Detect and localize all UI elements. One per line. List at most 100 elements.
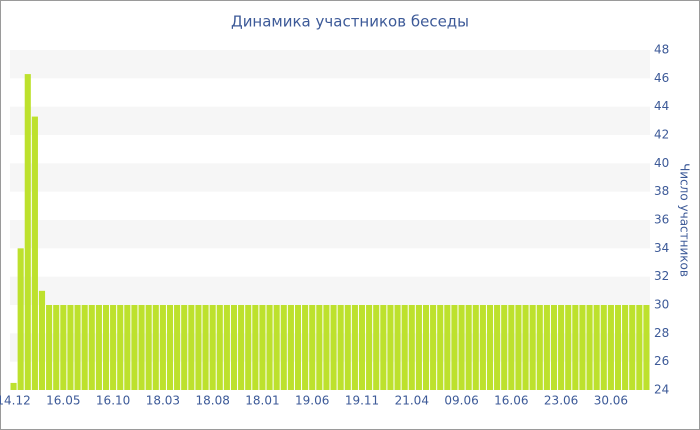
x-tick-label: 16.10 <box>96 394 130 408</box>
bar <box>366 305 373 390</box>
bar <box>209 305 216 390</box>
bar <box>188 305 195 390</box>
y-tick-label: 44 <box>654 99 669 113</box>
bar <box>501 305 508 390</box>
bar <box>586 305 593 390</box>
bar <box>195 305 202 390</box>
grid-band <box>10 333 650 362</box>
bar <box>572 305 579 390</box>
x-tick-label: 09.06 <box>444 394 478 408</box>
bar <box>46 305 53 390</box>
y-tick-label: 38 <box>654 184 669 198</box>
bar <box>444 305 451 390</box>
x-tick-label: 18.01 <box>245 394 279 408</box>
grid-band <box>10 276 650 305</box>
bar <box>273 305 280 390</box>
bar <box>266 305 273 390</box>
bar <box>259 305 266 390</box>
bar <box>430 305 437 390</box>
bar <box>408 305 415 390</box>
bar <box>181 305 188 390</box>
bar <box>138 305 145 390</box>
bar <box>102 305 110 390</box>
bar <box>166 305 174 390</box>
bar <box>593 305 600 390</box>
bar <box>24 74 31 390</box>
bar <box>223 305 230 390</box>
bar <box>529 305 536 390</box>
bar <box>202 305 209 390</box>
bar <box>344 305 351 390</box>
bar <box>536 305 543 390</box>
grid-band <box>10 106 650 135</box>
x-tick-label: 14.12 <box>0 394 31 408</box>
x-tick-label: 30.06 <box>594 394 628 408</box>
bar <box>351 305 358 390</box>
x-tick-label: 16.05 <box>46 394 80 408</box>
bar <box>614 305 622 390</box>
bar <box>252 305 259 390</box>
grid-band <box>10 163 650 192</box>
bar <box>600 305 607 390</box>
y-axis-label: Число участников <box>678 163 692 277</box>
x-tick-label: 18.08 <box>195 394 229 408</box>
bar <box>337 305 344 390</box>
bar <box>472 305 479 390</box>
y-tick-label: 36 <box>654 213 669 227</box>
bar <box>373 305 380 390</box>
bar <box>494 305 501 390</box>
bar <box>451 305 458 390</box>
y-tick-label: 42 <box>654 128 669 142</box>
bar <box>124 305 131 390</box>
y-tick-label: 32 <box>654 269 669 283</box>
x-tick-label: 16.06 <box>494 394 528 408</box>
x-tick-label: 23.06 <box>544 394 578 408</box>
bar <box>508 305 515 390</box>
bar <box>287 305 294 390</box>
bar <box>394 305 401 390</box>
bar <box>238 305 245 390</box>
y-tick-label: 46 <box>654 71 669 85</box>
bar <box>152 305 159 390</box>
bar <box>522 305 529 390</box>
bar <box>81 305 88 390</box>
x-tick-label: 19.11 <box>345 394 379 408</box>
y-tick-label: 34 <box>654 241 669 255</box>
bar <box>280 305 287 390</box>
bar <box>479 305 486 390</box>
y-tick-label: 28 <box>654 326 669 340</box>
bar <box>558 305 565 390</box>
x-tick-label: 19.06 <box>295 394 329 408</box>
bar <box>316 305 323 390</box>
bar <box>131 305 138 390</box>
bar <box>88 305 95 390</box>
y-tick-label: 48 <box>654 43 669 57</box>
bar <box>358 305 366 390</box>
bar <box>216 305 223 390</box>
bar <box>145 305 152 390</box>
bar <box>422 305 430 390</box>
bar <box>401 305 408 390</box>
bar <box>67 305 74 390</box>
bar <box>60 305 67 390</box>
x-tick-label: 18.03 <box>146 394 180 408</box>
bar <box>380 305 387 390</box>
y-tick-label: 40 <box>654 156 669 170</box>
bar <box>543 305 550 390</box>
bar <box>230 305 238 390</box>
bar <box>110 305 117 390</box>
bar <box>17 248 24 390</box>
grid-band <box>10 50 650 79</box>
bar <box>74 305 81 390</box>
bar <box>486 305 494 390</box>
bar <box>38 290 46 390</box>
bar <box>95 305 102 390</box>
bar <box>607 305 614 390</box>
bar <box>622 305 629 390</box>
y-tick-label: 30 <box>654 298 669 312</box>
bar <box>31 116 38 390</box>
bar <box>550 305 558 390</box>
x-tick-label: 21.04 <box>395 394 429 408</box>
bar <box>465 305 472 390</box>
